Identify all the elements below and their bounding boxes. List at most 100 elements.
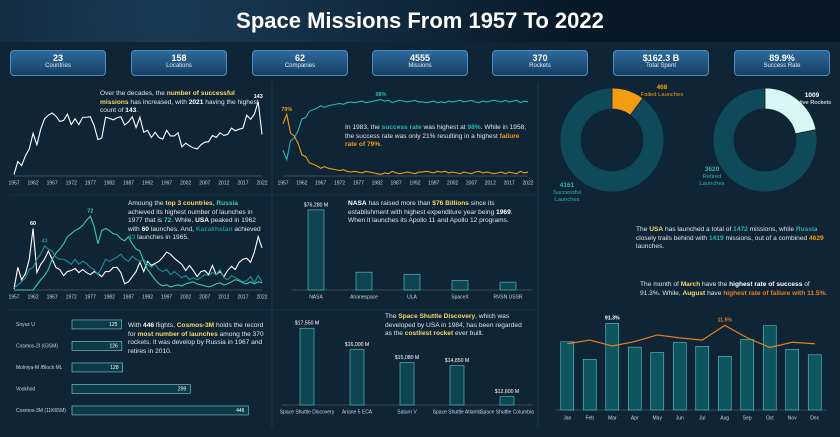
x-tick-label: Arianespace <box>350 294 378 300</box>
kpi-value: 62 <box>294 53 305 63</box>
x-tick-label: 2012 <box>485 180 496 186</box>
note-run: Russia <box>216 200 238 207</box>
note-run: USA <box>649 226 664 233</box>
x-tick-label: ULA <box>407 294 417 300</box>
bar <box>71 384 191 394</box>
x-tick-label: 1957 <box>8 180 19 186</box>
data-label: 126 <box>109 343 118 349</box>
x-tick-label: 1987 <box>123 180 134 186</box>
data-label: $16,000 M <box>345 342 370 348</box>
x-tick-label: 2022 <box>522 180 533 186</box>
note-run: holds the record for <box>128 322 264 338</box>
series-line <box>567 324 815 349</box>
x-tick-label: Mar <box>608 415 617 421</box>
x-tick-label: 1977 <box>85 294 96 300</box>
bar <box>71 362 123 373</box>
note-run: . While, <box>171 217 196 225</box>
kpi-card: 370 Rockets <box>492 50 588 76</box>
data-label: $12,600 M <box>495 389 520 395</box>
x-tick-label: 2002 <box>180 180 191 186</box>
x-tick-label: 2007 <box>199 294 210 300</box>
note-run: 1419 <box>708 234 724 242</box>
note: The USA has launched a total of 1472 mis… <box>636 226 826 252</box>
note-run: launches. <box>636 243 665 251</box>
data-label: 11.5% <box>718 318 733 324</box>
kpi-label: Locations <box>166 63 192 69</box>
note: In 1983, the success rate was highest at… <box>345 124 530 150</box>
x-tick-label: 1997 <box>428 180 439 186</box>
kpi-value: 370 <box>532 53 548 63</box>
data-label: 91.3% <box>605 316 620 322</box>
note-run: failure rate of 79% <box>345 132 520 149</box>
bar <box>672 342 687 411</box>
x-tick-label: 1982 <box>372 180 383 186</box>
x-tick-label: May <box>653 415 663 421</box>
x-tick-label: Sep <box>743 415 752 421</box>
donut-value: 3620 <box>704 166 720 173</box>
dashboard-title: Space Missions From 1957 To 2022 <box>0 0 840 42</box>
x-tick-label: 1967 <box>47 180 58 186</box>
note-run: 98% <box>467 124 481 131</box>
y-tick-label: Cosmos-2I (63SM) <box>16 343 58 349</box>
note-run: have the <box>700 281 730 288</box>
bar <box>349 349 365 406</box>
bar <box>307 209 325 291</box>
note-run: missions, while <box>747 226 796 233</box>
kpi-value: $162.3 B <box>642 53 680 63</box>
note-run: . <box>380 141 383 149</box>
bar <box>807 354 822 411</box>
kpi-value: 23 <box>52 53 63 63</box>
note: The Space Shuttle Discovery, which was d… <box>385 313 530 339</box>
x-tick-label: 1977 <box>353 180 364 186</box>
note-run: highest rate of success <box>729 281 803 288</box>
note-run: success rate <box>381 124 422 131</box>
donut-category: Active Rockets <box>792 99 832 106</box>
bar <box>355 271 373 291</box>
x-tick-label: 2007 <box>466 180 477 186</box>
note-run: The month of <box>640 281 681 288</box>
data-label: 98% <box>375 92 386 98</box>
note-run: has launched a total of <box>663 226 734 233</box>
x-tick-label: 2022 <box>256 180 267 186</box>
x-tick-label: 1957 <box>8 294 19 300</box>
x-tick-label: 1992 <box>142 294 153 300</box>
note-run: number of successful missions <box>100 90 235 106</box>
x-tick-label: 1957 <box>277 180 288 186</box>
x-tick-label: Space Shuttle Atlantis <box>433 409 482 415</box>
note-run: 143 <box>125 107 137 115</box>
note: Over the decades, the number of successf… <box>100 90 265 116</box>
note-run: flights, <box>154 322 177 329</box>
x-tick-label: 2012 <box>218 294 229 300</box>
x-tick-label: SpaceX <box>451 294 469 300</box>
note-run: The <box>636 226 650 233</box>
note-run: achieved <box>232 225 261 233</box>
donut-value: 4161 <box>559 182 575 189</box>
x-tick-label: 1972 <box>334 180 345 186</box>
series-line <box>282 98 529 162</box>
note-run: 4629 <box>809 234 824 242</box>
note-run: Kazakhstan <box>195 225 233 233</box>
x-tick-label: 1972 <box>66 294 77 300</box>
bar <box>71 319 122 330</box>
bar <box>627 346 642 411</box>
data-label: 60 <box>30 221 36 227</box>
data-label: $14,850 M <box>445 358 470 364</box>
x-tick-label: 1997 <box>161 180 172 186</box>
x-tick-label: Space Shuttle Discovery <box>280 409 335 415</box>
donut-slice <box>559 87 665 193</box>
note-run: 1472 <box>733 226 748 233</box>
x-tick-label: 2017 <box>237 294 248 300</box>
data-label: $17,550 M <box>295 321 320 327</box>
note-run: Space Shuttle Discovery <box>398 313 476 320</box>
y-tick-label: Soyuz U <box>16 322 35 328</box>
series-line <box>14 215 263 291</box>
kpi-label: Success Rate <box>763 63 801 69</box>
x-tick-label: 2017 <box>237 180 248 186</box>
data-label: 125 <box>109 322 118 328</box>
x-tick-label: Ariane 5 ECA <box>342 409 373 415</box>
note-run: Russia <box>795 226 818 233</box>
note-run: among the 370 rockets. It was develop by… <box>128 330 264 355</box>
kpi-card: 158 Locations <box>131 50 227 76</box>
